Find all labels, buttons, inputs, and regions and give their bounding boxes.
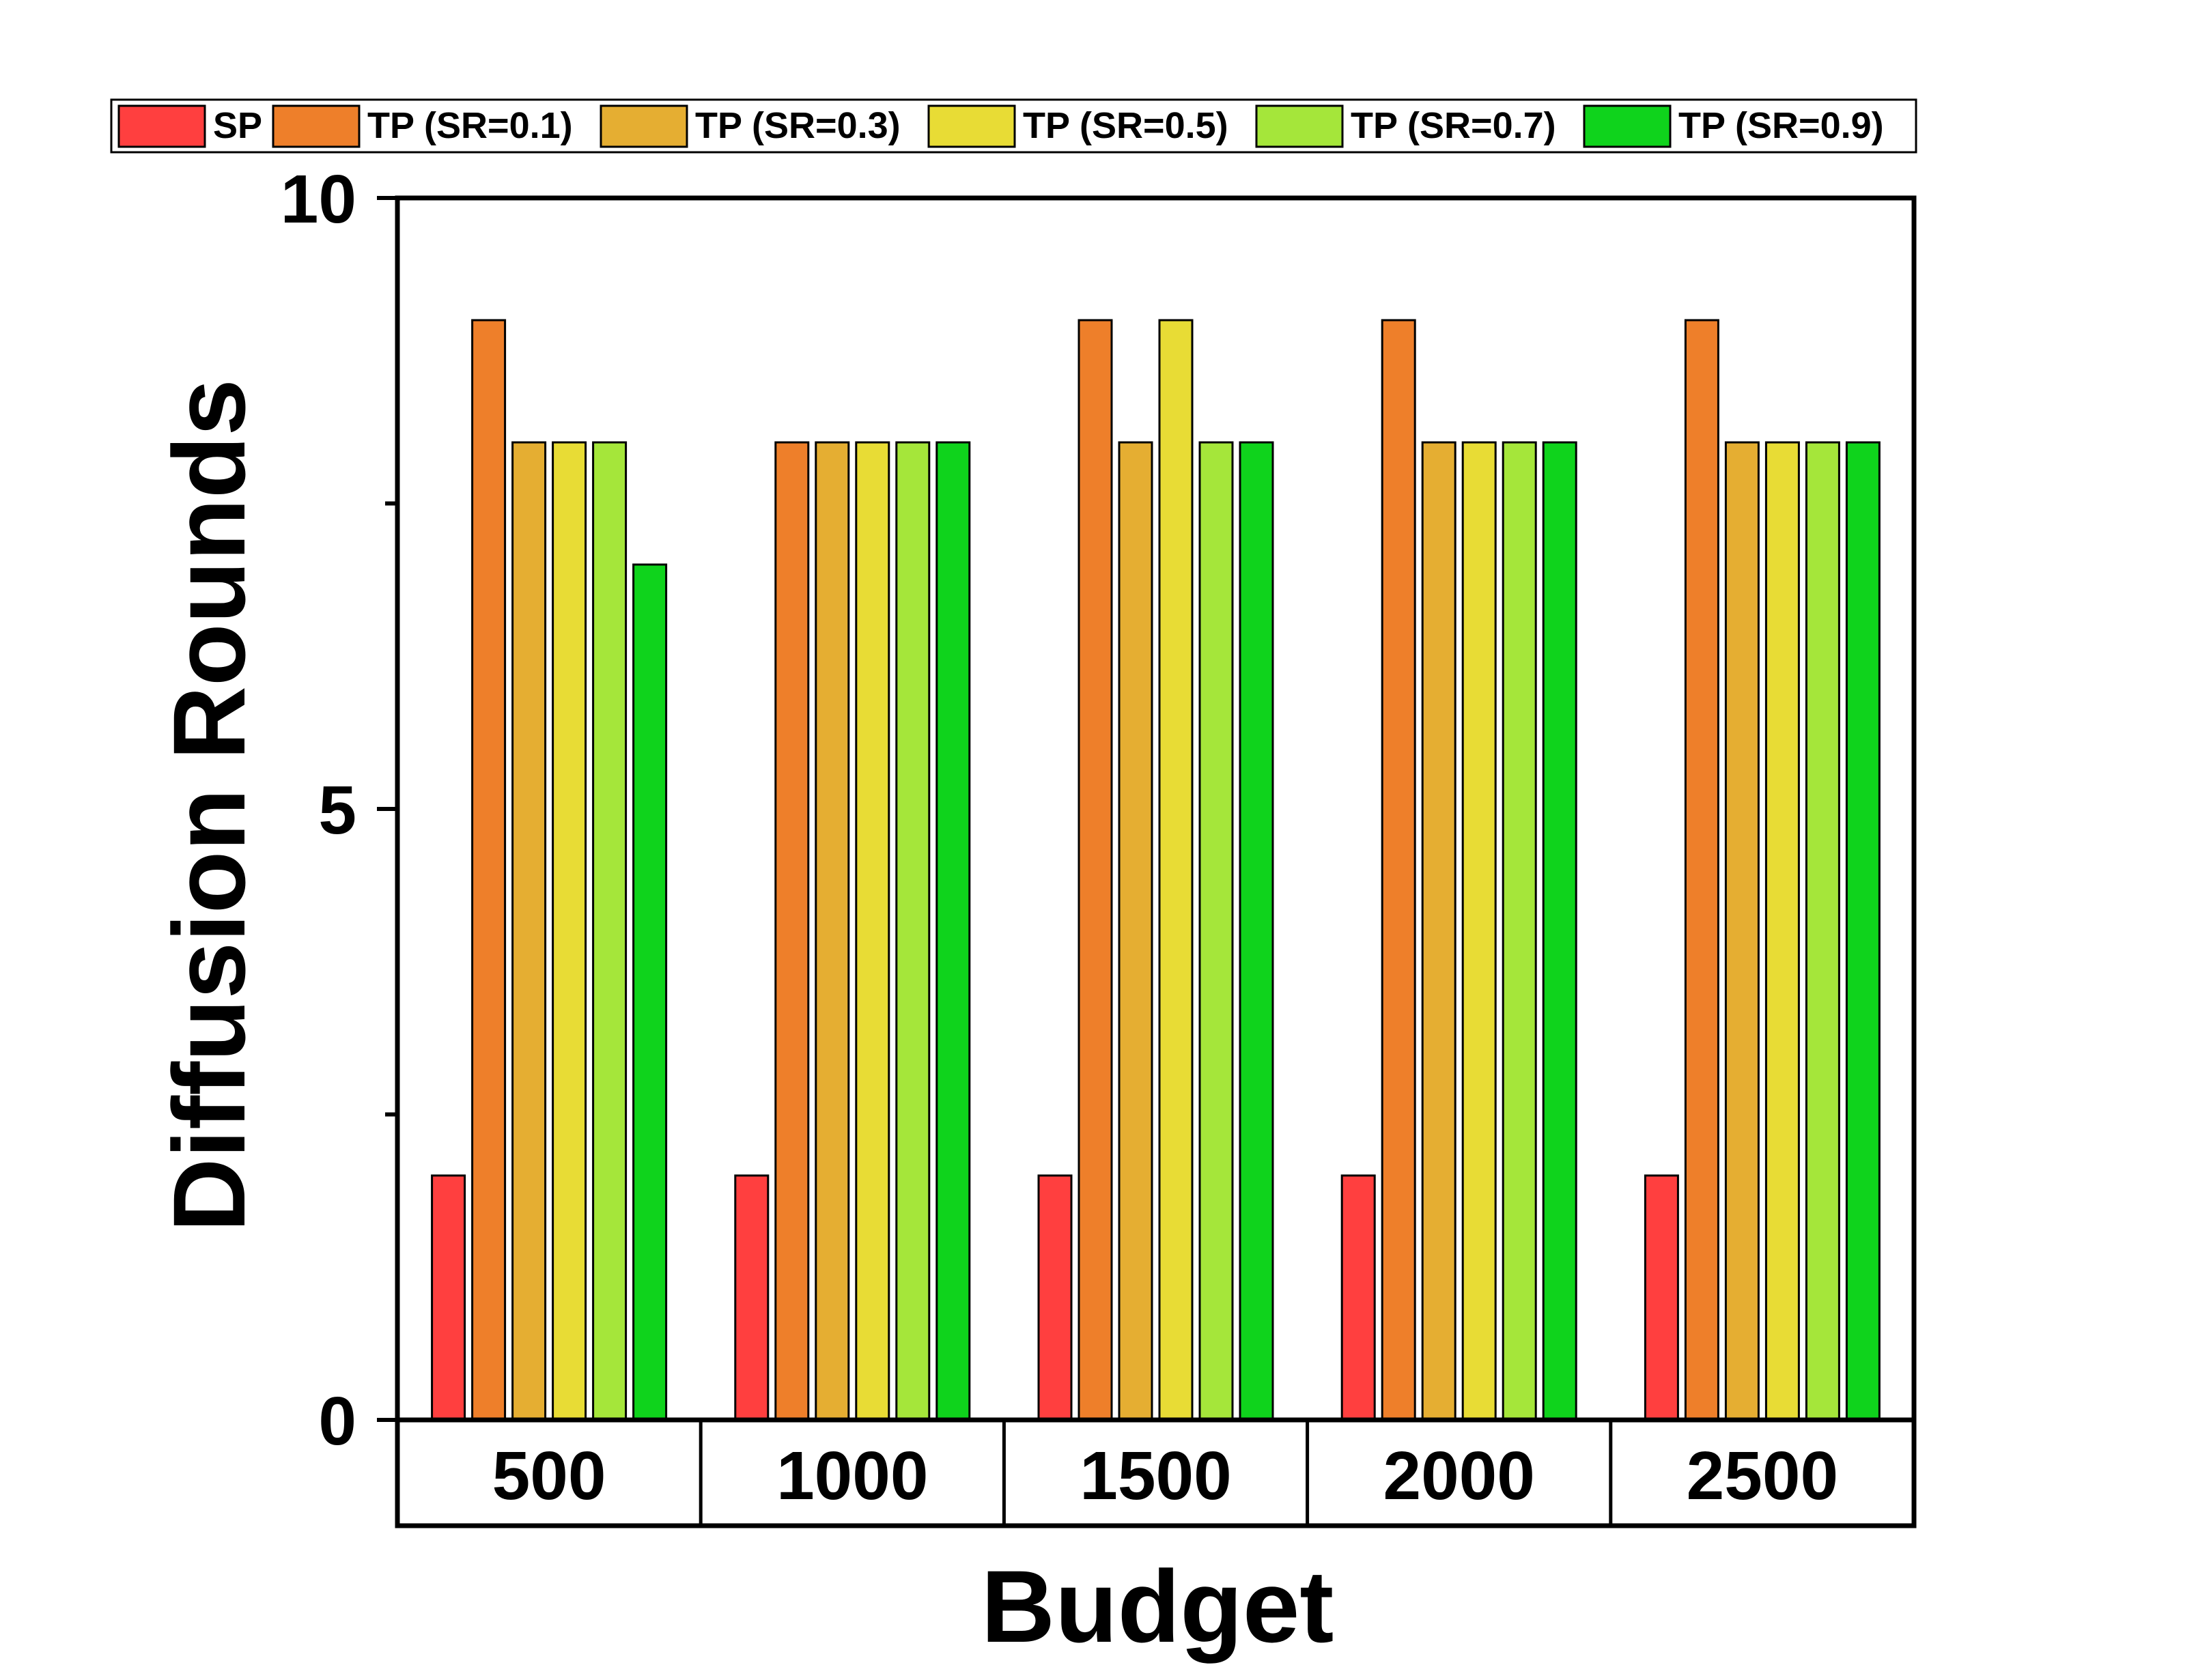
- bar-tp-sr-0-7-2500: [1805, 441, 1840, 1421]
- bar-tp-sr-0-1-2000: [1381, 319, 1416, 1421]
- bar-sp-500: [431, 1174, 466, 1421]
- bar-tp-sr-0-9-500: [632, 563, 668, 1421]
- bar-tp-sr-0-5-1000: [855, 441, 890, 1421]
- bar-tp-sr-0-1-2500: [1684, 319, 1719, 1421]
- bars: [431, 319, 1881, 1421]
- legend-swatch-tp-sr-0-9: [1583, 104, 1672, 148]
- legend: SP TP (SR=0.1) TP (SR=0.3) TP (SR=0.5) TP (S…: [110, 98, 1917, 154]
- bar-tp-sr-0-9-1500: [1239, 441, 1274, 1421]
- legend-label-tp-sr-0-1: TP (SR=0.1): [367, 105, 573, 146]
- bar-sp-1500: [1037, 1174, 1073, 1421]
- legend-label-tp-sr-0-7: TP (SR=0.7): [1351, 105, 1556, 146]
- bar-tp-sr-0-5-500: [552, 441, 587, 1421]
- bar-tp-sr-0-9-2500: [1845, 441, 1881, 1421]
- bar-tp-sr-0-7-500: [592, 441, 628, 1421]
- bar-tp-sr-0-5-2000: [1461, 441, 1497, 1421]
- legend-label-tp-sr-0-9: TP (SR=0.9): [1678, 105, 1884, 146]
- y-tick-label-5: 5: [318, 772, 356, 849]
- bar-tp-sr-0-1-1500: [1078, 319, 1113, 1421]
- legend-swatch-tp-sr-0-3: [600, 104, 688, 148]
- bar-tp-sr-0-3-500: [511, 441, 547, 1421]
- bar-tp-sr-0-1-1000: [774, 441, 810, 1421]
- bar-tp-sr-0-1-500: [471, 319, 507, 1421]
- legend-swatch-tp-sr-0-1: [272, 104, 361, 148]
- bar-tp-sr-0-3-2000: [1421, 441, 1456, 1421]
- y-tick-label-0: 0: [318, 1383, 356, 1460]
- bar-sp-1000: [734, 1174, 770, 1421]
- y-tick-label-10: 10: [281, 161, 356, 238]
- bar-sp-2000: [1340, 1174, 1376, 1421]
- bar-tp-sr-0-3-1500: [1118, 441, 1153, 1421]
- category-label-1000: 1000: [776, 1438, 928, 1514]
- legend-swatch-tp-sr-0-5: [927, 104, 1016, 148]
- bar-tp-sr-0-5-1500: [1158, 319, 1194, 1421]
- legend-label-tp-sr-0-3: TP (SR=0.3): [695, 105, 901, 146]
- bar-tp-sr-0-3-1000: [815, 441, 850, 1421]
- bar-tp-sr-0-9-2000: [1542, 441, 1577, 1421]
- legend-label-tp-sr-0-5: TP (SR=0.5): [1023, 105, 1228, 146]
- bar-sp-2500: [1644, 1174, 1679, 1421]
- bar-tp-sr-0-5-2500: [1764, 441, 1800, 1421]
- category-table: [395, 1417, 1917, 1528]
- bar-tp-sr-0-9-1000: [935, 441, 971, 1421]
- category-label-500: 500: [492, 1438, 606, 1514]
- legend-label-sp: SP: [213, 105, 262, 146]
- category-label-2500: 2500: [1687, 1438, 1838, 1514]
- y-axis-label: Diffusion Rounds: [152, 379, 266, 1232]
- legend-swatch-sp: [117, 104, 206, 148]
- x-axis-label: Budget: [981, 1549, 1334, 1664]
- axes: 500 1000 1500 2000 2500 0 5 10: [281, 161, 1917, 1528]
- bar-tp-sr-0-7-1000: [895, 441, 931, 1421]
- category-label-2000: 2000: [1383, 1438, 1534, 1514]
- legend-swatch-tp-sr-0-7: [1255, 104, 1344, 148]
- bar-tp-sr-0-7-1500: [1198, 441, 1234, 1421]
- bar-tp-sr-0-3-2500: [1724, 441, 1760, 1421]
- bar-tp-sr-0-7-2000: [1502, 441, 1537, 1421]
- category-label-1500: 1500: [1080, 1438, 1231, 1514]
